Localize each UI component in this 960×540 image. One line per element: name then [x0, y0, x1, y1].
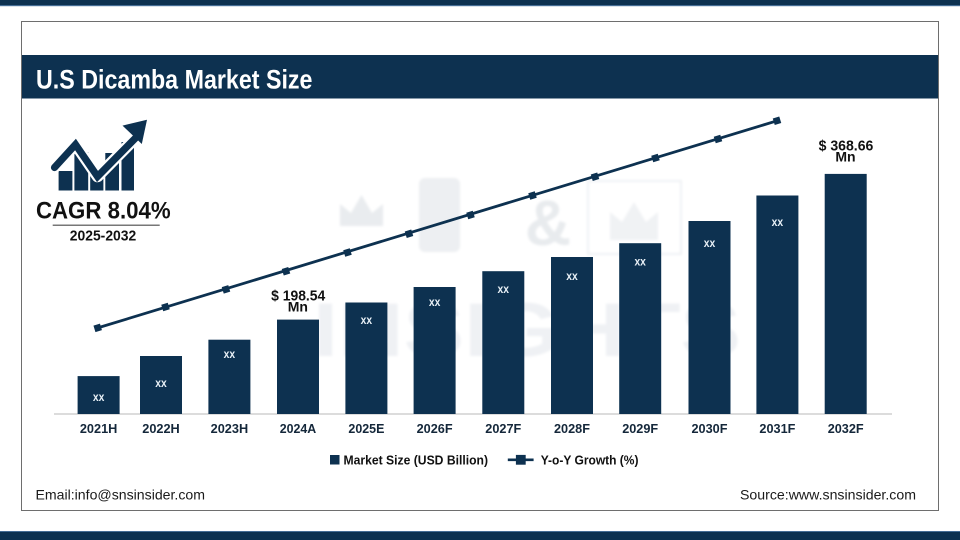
svg-text:2030F: 2030F [692, 421, 728, 436]
svg-text:Email:info@snsinsider.com: Email:info@snsinsider.com [36, 487, 206, 503]
svg-text:2031F: 2031F [759, 421, 795, 436]
svg-text:Mn: Mn [835, 148, 855, 164]
svg-text:xx: xx [93, 390, 105, 404]
svg-text:2024A: 2024A [280, 421, 317, 436]
svg-text:xx: xx [772, 215, 784, 229]
svg-text:xx: xx [634, 254, 646, 268]
svg-text:xx: xx [704, 236, 716, 250]
svg-text:$ 198.54: $ 198.54 [271, 287, 326, 304]
svg-text:Source:www.snsinsider.com: Source:www.snsinsider.com [740, 487, 916, 503]
svg-text:2032F: 2032F [828, 421, 864, 436]
svg-text:Y-o-Y Growth (%): Y-o-Y Growth (%) [541, 453, 639, 468]
svg-text:xx: xx [224, 347, 236, 361]
svg-text:xx: xx [429, 295, 441, 309]
svg-text:2029F: 2029F [622, 421, 658, 436]
svg-text:Market Size (USD Billion): Market Size (USD Billion) [344, 453, 489, 468]
svg-text:2021H: 2021H [80, 421, 118, 436]
svg-text:2022H: 2022H [142, 421, 180, 436]
svg-text:xx: xx [361, 313, 373, 327]
svg-text:2028F: 2028F [554, 421, 590, 436]
svg-text:2026F: 2026F [417, 421, 453, 436]
svg-text:U.S Dicamba Market Size: U.S Dicamba Market Size [36, 65, 313, 95]
svg-text:2025E: 2025E [348, 421, 384, 436]
svg-text:CAGR 8.04%: CAGR 8.04% [36, 197, 171, 224]
svg-text:2025-2032: 2025-2032 [70, 227, 137, 244]
svg-text:xx: xx [498, 282, 510, 296]
svg-text:xx: xx [566, 269, 578, 283]
svg-text:2027F: 2027F [485, 421, 521, 436]
svg-text:Mn: Mn [288, 298, 308, 314]
svg-text:$ 368.66: $ 368.66 [819, 137, 874, 154]
svg-text:xx: xx [155, 376, 167, 390]
svg-text:2023H: 2023H [211, 421, 249, 436]
